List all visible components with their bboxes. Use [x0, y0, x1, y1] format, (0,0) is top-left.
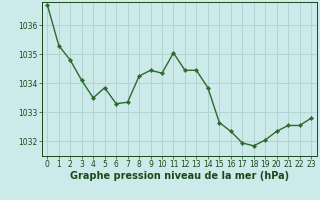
X-axis label: Graphe pression niveau de la mer (hPa): Graphe pression niveau de la mer (hPa) [70, 171, 289, 181]
